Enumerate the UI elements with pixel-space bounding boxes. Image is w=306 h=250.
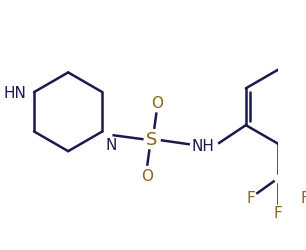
Text: F: F	[247, 190, 256, 205]
Text: F: F	[300, 190, 306, 205]
Text: S: S	[146, 130, 158, 148]
Text: O: O	[141, 169, 153, 184]
Text: NH: NH	[191, 138, 214, 153]
Text: N: N	[106, 137, 117, 152]
Text: O: O	[151, 96, 163, 110]
Text: HN: HN	[4, 85, 26, 100]
Text: F: F	[273, 206, 282, 220]
